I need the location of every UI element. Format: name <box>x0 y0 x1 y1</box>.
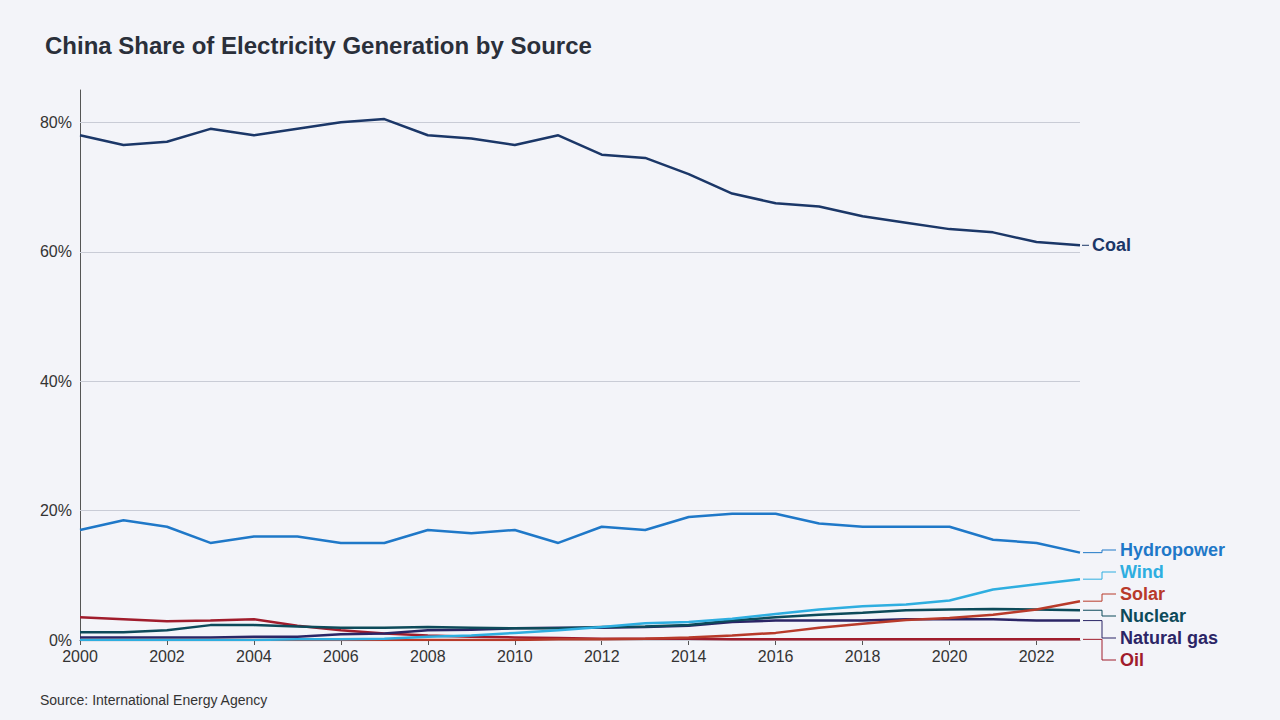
svg-text:60%: 60% <box>40 243 72 260</box>
svg-text:China Share of Electricity Gen: China Share of Electricity Generation by… <box>45 32 592 59</box>
svg-text:0%: 0% <box>49 632 72 649</box>
svg-text:2006: 2006 <box>323 648 359 665</box>
svg-text:2016: 2016 <box>758 648 794 665</box>
svg-text:2020: 2020 <box>932 648 968 665</box>
svg-text:Wind: Wind <box>1120 562 1164 582</box>
svg-text:80%: 80% <box>40 114 72 131</box>
svg-text:Solar: Solar <box>1120 584 1165 604</box>
svg-text:2012: 2012 <box>584 648 620 665</box>
svg-text:Source: International Energy A: Source: International Energy Agency <box>40 692 267 708</box>
svg-text:2022: 2022 <box>1019 648 1055 665</box>
svg-text:Natural gas: Natural gas <box>1120 628 1218 648</box>
svg-text:Hydropower: Hydropower <box>1120 540 1225 560</box>
svg-text:20%: 20% <box>40 502 72 519</box>
svg-text:2014: 2014 <box>671 648 707 665</box>
svg-text:Nuclear: Nuclear <box>1120 606 1186 626</box>
svg-text:2000: 2000 <box>62 648 98 665</box>
svg-text:2004: 2004 <box>236 648 272 665</box>
svg-text:2008: 2008 <box>410 648 446 665</box>
svg-text:2010: 2010 <box>497 648 533 665</box>
svg-text:Oil: Oil <box>1120 650 1144 670</box>
svg-text:2002: 2002 <box>149 648 185 665</box>
svg-text:Coal: Coal <box>1092 235 1131 255</box>
svg-text:40%: 40% <box>40 373 72 390</box>
svg-text:2018: 2018 <box>845 648 881 665</box>
